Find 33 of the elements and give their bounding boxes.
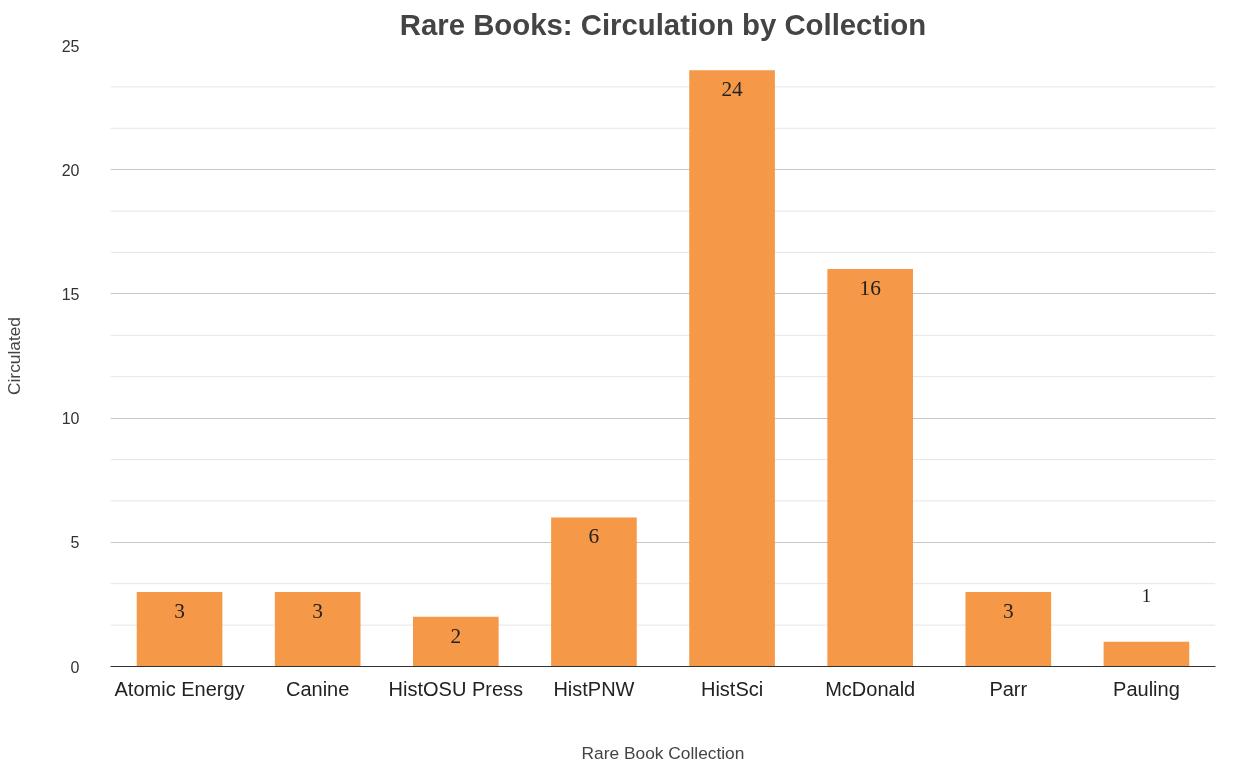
bar <box>1103 641 1190 667</box>
chart-title: Rare Books: Circulation by Collection <box>399 7 927 41</box>
x-tick-label: Parr <box>989 677 1028 700</box>
x-tick-label: HistSci <box>700 677 764 700</box>
x-tick-label: HistOSU Press <box>388 677 524 700</box>
bar <box>551 517 637 667</box>
x-tick-label: Canine <box>286 677 350 700</box>
y-tick-label: 20 <box>61 161 80 179</box>
data-label: 3 <box>174 598 185 623</box>
data-label: 3 <box>312 598 324 623</box>
bar <box>965 591 1052 667</box>
y-tick-label: 15 <box>61 285 80 303</box>
bar <box>136 591 223 667</box>
data-label: 3 <box>1002 598 1014 623</box>
x-tick-label: McDonald <box>825 677 916 700</box>
x-axis-title: Rare Book Collection <box>581 742 745 763</box>
data-label: 24 <box>721 77 744 102</box>
y-tick-label: 0 <box>70 658 80 676</box>
x-tick-label: Atomic Energy <box>114 677 245 700</box>
data-label: 1 <box>1141 584 1152 606</box>
x-tick-label: Pauling <box>1113 677 1180 700</box>
data-label: 16 <box>859 276 882 301</box>
y-axis-title: Circulated <box>3 316 24 396</box>
bar <box>689 70 775 667</box>
x-tick-label: HistPNW <box>553 677 635 700</box>
data-label: 6 <box>588 524 600 549</box>
y-tick-label: 25 <box>61 37 80 55</box>
bar <box>412 616 499 667</box>
bar <box>827 269 914 667</box>
y-tick-label: 10 <box>61 410 80 428</box>
y-tick-label: 5 <box>70 534 80 552</box>
bar <box>274 591 361 667</box>
data-label: 2 <box>450 623 462 648</box>
